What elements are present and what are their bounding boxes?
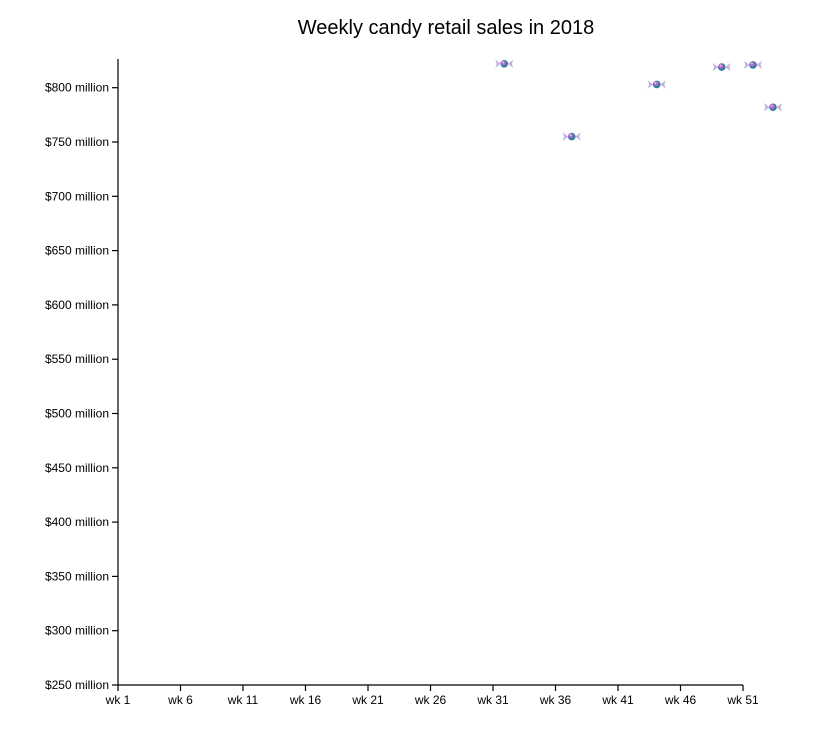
y-tick-label: $750 million bbox=[45, 135, 109, 149]
y-tick-label: $700 million bbox=[45, 189, 109, 203]
y-tick-label: $600 million bbox=[45, 298, 109, 312]
y-tick-label: $800 million bbox=[45, 81, 109, 95]
y-tick-label: $300 million bbox=[45, 624, 109, 638]
candy-icon bbox=[647, 80, 666, 89]
y-tick-label: $400 million bbox=[45, 515, 109, 529]
y-tick-label: $450 million bbox=[45, 461, 109, 475]
x-tick-label: wk 11 bbox=[227, 693, 259, 707]
candy-icon bbox=[562, 132, 581, 141]
x-tick-label: wk 31 bbox=[476, 693, 509, 707]
y-tick-label: $500 million bbox=[45, 407, 109, 421]
candy-icon bbox=[495, 59, 514, 69]
candy-icon bbox=[744, 60, 762, 70]
y-tick-label: $550 million bbox=[45, 352, 109, 366]
y-axis: $250 million $300 million $350 million $400… bbox=[45, 59, 119, 692]
x-tick-label: wk 41 bbox=[601, 693, 634, 707]
x-tick-label: wk 1 bbox=[105, 693, 131, 707]
data-points bbox=[495, 59, 782, 141]
x-tick-label: wk 16 bbox=[289, 693, 322, 707]
x-tick-label: wk 36 bbox=[539, 693, 572, 707]
candy-icon bbox=[764, 103, 782, 112]
x-axis: wk 1 wk 6 wk 11 wk 16 wk 21 wk 26 wk 31 wk 36 wk… bbox=[105, 684, 759, 707]
y-tick-label: $250 million bbox=[45, 678, 109, 692]
y-tick-label: $650 million bbox=[45, 244, 109, 258]
x-tick-label: wk 21 bbox=[351, 693, 384, 707]
x-tick-label: wk 51 bbox=[726, 693, 759, 707]
x-tick-label: wk 26 bbox=[414, 693, 447, 707]
chart-title: Weekly candy retail sales in 2018 bbox=[298, 17, 594, 39]
x-tick-label: wk 6 bbox=[167, 693, 193, 707]
y-tick-label: $350 million bbox=[45, 569, 109, 583]
candy-icon bbox=[712, 62, 731, 72]
x-tick-label: wk 46 bbox=[664, 693, 697, 707]
